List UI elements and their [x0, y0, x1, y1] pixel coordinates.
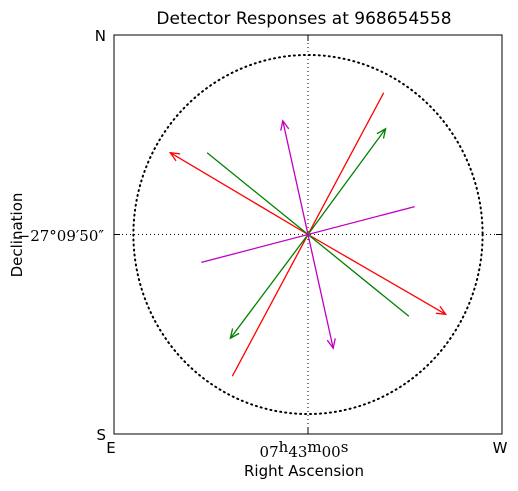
x-tick-m-unit: m	[307, 438, 321, 456]
vector-arrowhead-3	[435, 305, 448, 316]
vector-arrowhead-6	[229, 328, 240, 340]
reference-circle	[132, 53, 484, 416]
vector-line-3	[307, 233, 447, 315]
corner-label-n: N	[95, 27, 106, 45]
x-axis-label: Right Ascension	[244, 462, 364, 480]
corner-label-s: S	[96, 426, 106, 444]
vector-line-8	[282, 120, 309, 235]
y-axis-label: Declination	[8, 193, 26, 278]
x-tick-minutes: 43	[288, 443, 307, 461]
vector-line-9	[307, 234, 334, 349]
x-tick-hours: 07	[260, 443, 279, 461]
corner-label-e: E	[106, 439, 115, 457]
x-tick-label: 07h43m00s	[260, 438, 349, 461]
chart-title: Detector Responses at 968654558	[156, 9, 451, 29]
vector-arrowhead-8	[280, 119, 290, 131]
vector-arrowhead-5	[376, 127, 387, 139]
vector-line-2	[169, 152, 309, 236]
vector-arrowhead-9	[326, 338, 336, 350]
vector-line-5	[307, 128, 387, 235]
plot-frame	[113, 34, 503, 435]
vector-line-6	[229, 234, 309, 339]
corner-label-w: W	[493, 439, 508, 457]
plot-area	[114, 35, 502, 434]
x-tick-h-unit: h	[279, 438, 289, 456]
y-tick-label: −27°09′50″	[18, 227, 105, 245]
x-tick-seconds: 00	[322, 443, 341, 461]
x-tick-s-unit: s	[341, 438, 349, 456]
vector-arrowhead-2	[168, 151, 181, 162]
